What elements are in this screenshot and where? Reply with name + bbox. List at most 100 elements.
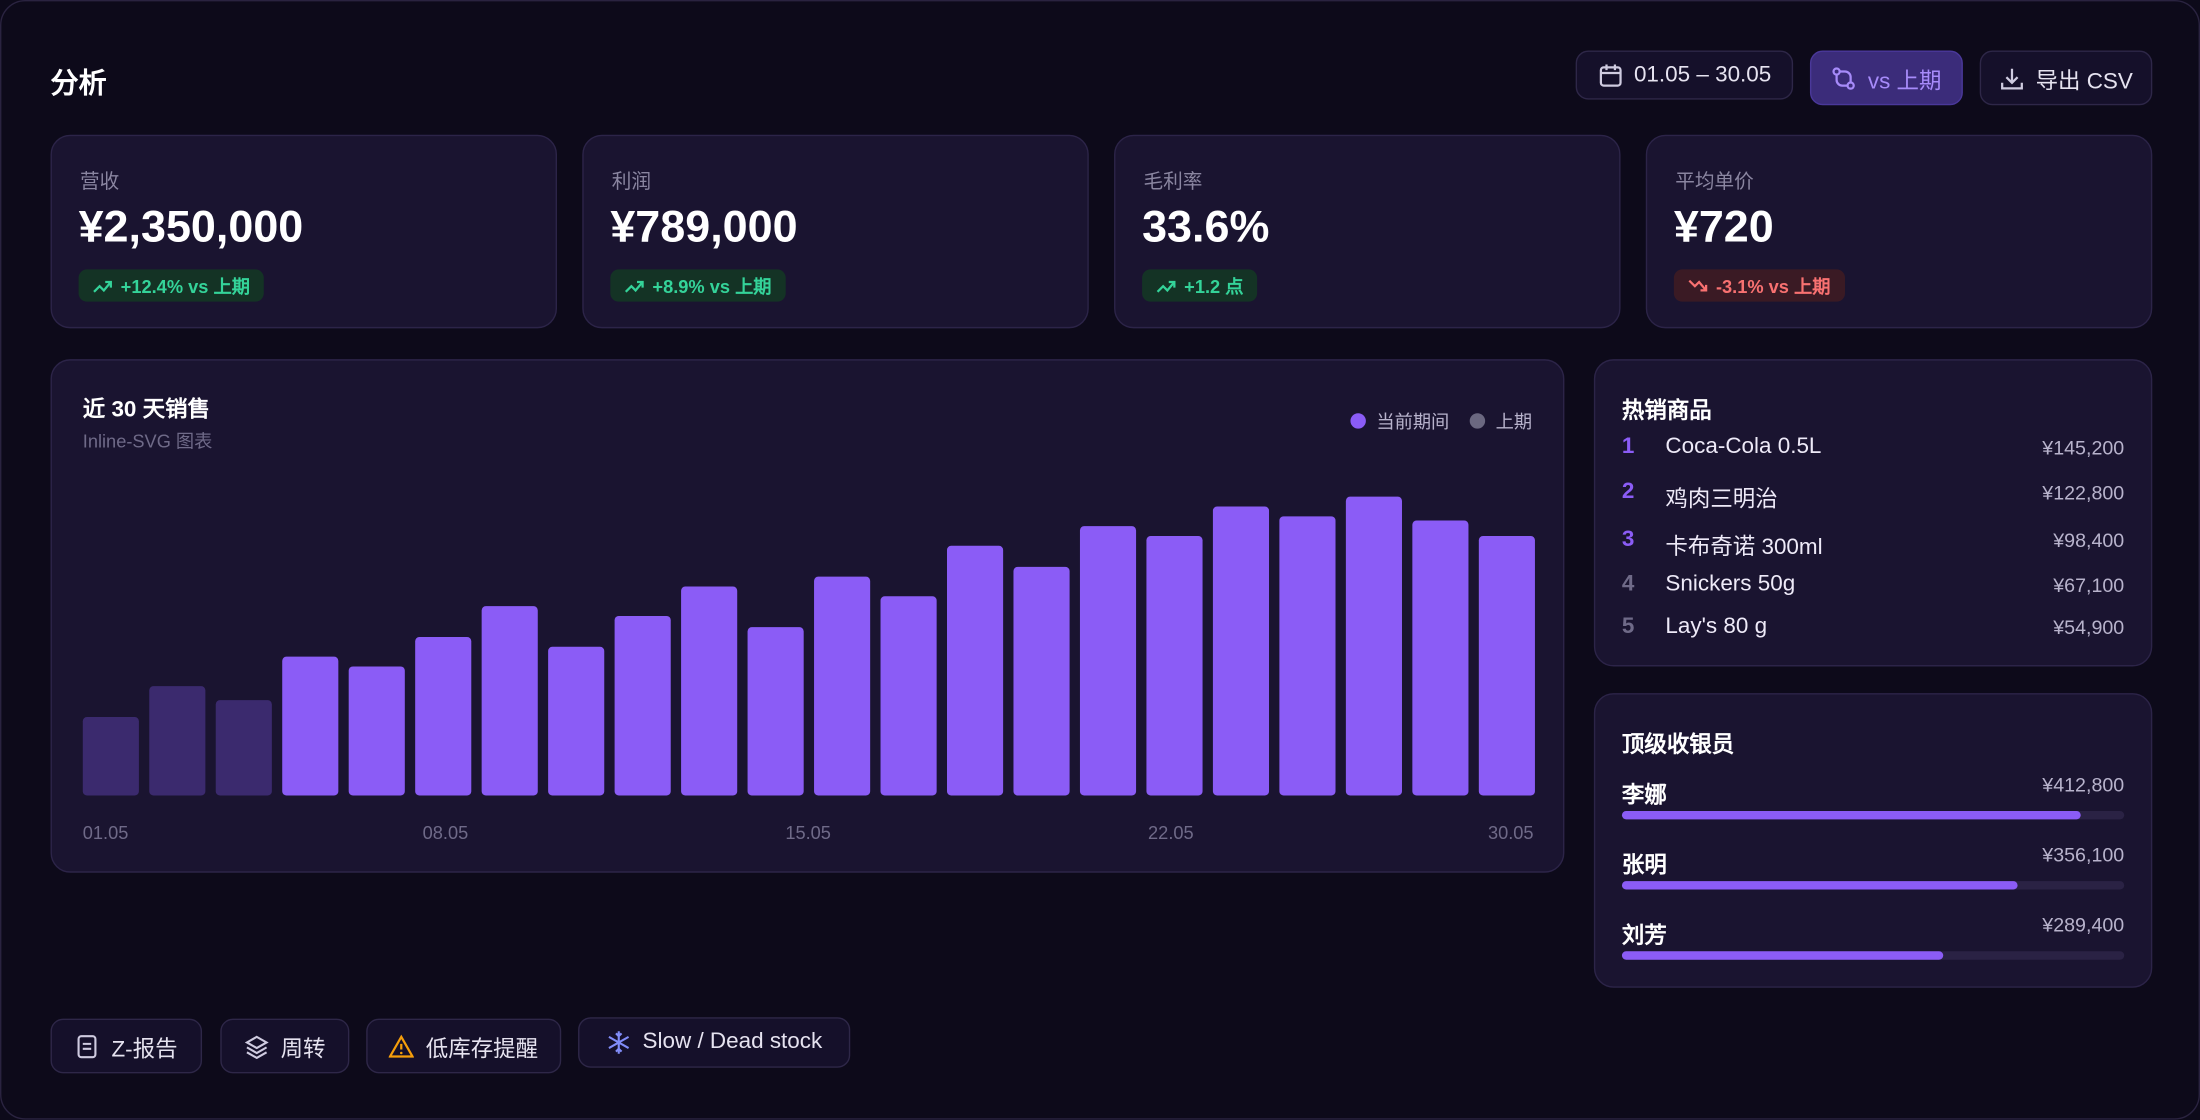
product-amount: ¥67,100	[2053, 573, 2125, 597]
kpi-delta-badge: +8.9% vs 上期	[610, 269, 786, 302]
product-amount: ¥98,400	[2053, 528, 2125, 552]
product-amount: ¥54,900	[2053, 615, 2125, 639]
progress-bar	[1621, 810, 2081, 820]
action-icon	[244, 1034, 269, 1059]
compare-icon	[1832, 66, 1856, 90]
product-name: Snickers 50g	[1665, 572, 1796, 597]
kpi-label: 营收	[79, 169, 120, 193]
compare-label: vs 上期	[1867, 69, 1942, 94]
product-name: 鸡肉三明治	[1665, 488, 1778, 513]
kpi-delta-badge: +1.2 点	[1142, 269, 1258, 302]
bar	[548, 646, 605, 796]
product-name: 卡布奇诺 300ml	[1665, 535, 1823, 560]
trend-arrow	[624, 280, 644, 292]
icon-shape	[389, 1033, 415, 1057]
kpi-delta: +12.4% vs 上期	[120, 276, 250, 298]
bar	[215, 700, 272, 796]
bar	[1013, 566, 1070, 796]
action-button[interactable]: Slow / Dead stock	[578, 1017, 851, 1068]
bar	[1279, 516, 1336, 796]
product-rank: 4	[1621, 572, 1635, 597]
action-label: Z-报告	[111, 1037, 178, 1062]
download-icon	[2000, 68, 2023, 89]
trend-icon	[93, 280, 112, 292]
x-tick-label: 30.05	[1488, 822, 1534, 843]
date-range-button[interactable]: 01.05 – 30.05	[1575, 50, 1794, 100]
legend-swatch	[1350, 413, 1366, 429]
action-button[interactable]: Z-报告	[50, 1018, 203, 1074]
action-button[interactable]: 低库存提醒	[366, 1018, 562, 1074]
kpi-card: 毛利率 33.6% +1.2 点	[1114, 134, 1621, 329]
action-label: Slow / Dead stock	[642, 1029, 823, 1054]
action-icon	[78, 1034, 98, 1058]
kpi-delta: +1.2 点	[1184, 276, 1244, 298]
top-products-card: 热销商品 1 Coca-Cola 0.5L ¥145,200 2 鸡肉三明治 ¥122,8…	[1593, 359, 2153, 667]
product-rank: 1	[1621, 434, 1635, 459]
chart-subtitle: Inline-SVG 图表	[83, 431, 213, 452]
sales-chart-card: 近 30 天销售 Inline-SVG 图表 01.05 08.05 15.05 22…	[50, 359, 1565, 873]
bar	[1079, 526, 1137, 796]
progress-bar	[1621, 881, 2018, 890]
kpi-label: 毛利率	[1143, 169, 1203, 193]
bar	[814, 576, 871, 796]
kpi-card: 平均单价 ¥720 -3.1% vs 上期	[1645, 134, 2153, 329]
action-icon	[389, 1033, 415, 1057]
kpi-card: 利润 ¥789,000 +8.9% vs 上期	[582, 134, 1089, 329]
trend-icon	[1156, 280, 1176, 292]
icon-shape	[244, 1034, 269, 1059]
bar	[1412, 520, 1469, 796]
kpi-value: 33.6%	[1142, 200, 1270, 252]
export-button[interactable]: 导出 CSV	[1979, 50, 2153, 106]
product-rank: 5	[1621, 614, 1635, 639]
export-label: 导出 CSV	[2035, 69, 2133, 94]
kpi-value: ¥2,350,000	[78, 200, 304, 252]
trend-icon	[624, 280, 644, 292]
bar	[1345, 496, 1402, 796]
kpi-value: ¥720	[1673, 200, 1774, 252]
product-amount: ¥122,800	[2042, 481, 2125, 504]
bar	[681, 586, 738, 796]
trend-icon	[1688, 279, 1708, 291]
icon-shape	[78, 1034, 98, 1058]
bar	[614, 615, 671, 796]
chart: 近 30 天销售 Inline-SVG 图表 01.05 08.05 15.05 22…	[82, 396, 1535, 843]
kpi-delta: +8.9% vs 上期	[652, 276, 772, 298]
bar	[1146, 535, 1203, 796]
product-amount: ¥145,200	[2042, 436, 2125, 459]
product-name: Coca-Cola 0.5L	[1665, 434, 1822, 459]
x-tick-label: 22.05	[1148, 822, 1194, 843]
progress-bar	[1621, 951, 1944, 960]
action-label: 周转	[280, 1037, 326, 1062]
bar	[1212, 506, 1270, 796]
legend-label: 当前期间	[1376, 411, 1449, 432]
bar	[282, 656, 339, 796]
kpi-delta: -3.1% vs 上期	[1715, 276, 1831, 298]
calendar-icon	[1599, 63, 1622, 87]
product-name: Lay's 80 g	[1665, 614, 1768, 639]
cashier-name: 刘芳	[1621, 924, 1667, 949]
action-label: 低库存提醒	[425, 1037, 539, 1062]
action-button[interactable]: 周转	[220, 1018, 350, 1074]
date-range: 01.05 – 30.05	[1633, 62, 1772, 87]
x-tick-label: 08.05	[423, 822, 469, 843]
trend-arrow	[1156, 280, 1176, 292]
x-tick-label: 01.05	[83, 822, 129, 843]
bar	[880, 596, 937, 796]
bar	[82, 716, 139, 796]
cashier-amount: ¥356,100	[2042, 843, 2125, 866]
x-tick-label: 15.05	[785, 822, 831, 843]
compare-button[interactable]: vs 上期	[1809, 50, 1963, 106]
kpi-delta-badge: -3.1% vs 上期	[1673, 269, 1845, 302]
chart-title: 近 30 天销售	[83, 396, 210, 422]
legend-label: 上期	[1496, 411, 1532, 432]
trend-arrow	[1688, 279, 1708, 291]
bar	[481, 606, 538, 796]
product-rank: 2	[1621, 479, 1635, 504]
bar	[1478, 535, 1535, 796]
card-title: 热销商品	[1621, 399, 1712, 424]
kpi-value: ¥789,000	[610, 200, 798, 252]
cashier-amount: ¥412,800	[2042, 773, 2125, 796]
trend-arrow	[93, 280, 112, 292]
